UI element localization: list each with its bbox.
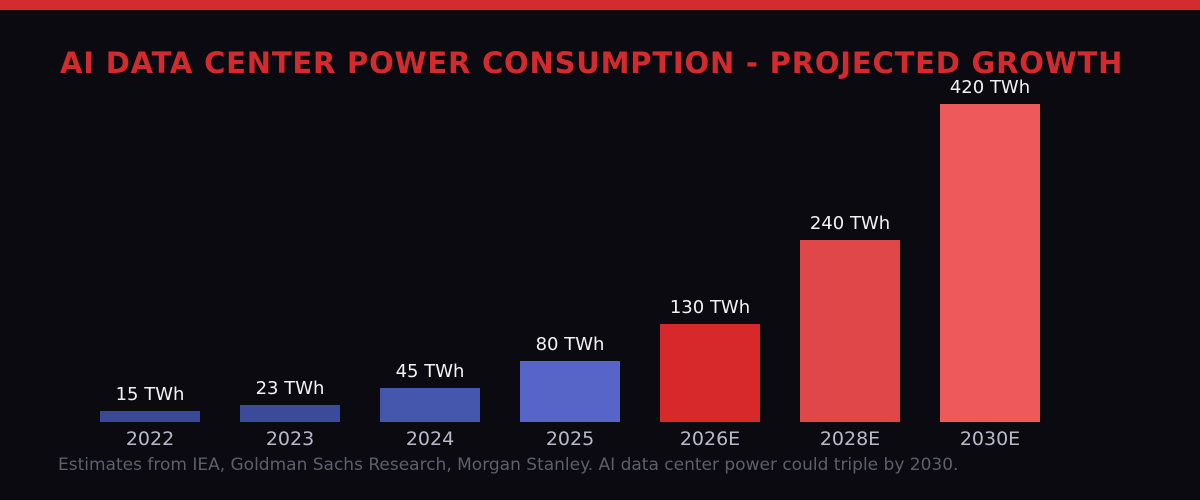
bar-column: 15 TWh 2022 [100, 384, 200, 450]
x-axis-label: 2022 [125, 428, 175, 450]
x-axis-label: 2024 [405, 428, 455, 450]
x-axis-label: 2028E [819, 428, 881, 450]
x-axis-label: 2026E [679, 428, 741, 450]
bar-column: 420 TWh 2030E [940, 77, 1040, 450]
bar [660, 324, 760, 422]
bar-column: 80 TWh 2025 [520, 334, 620, 450]
x-axis-label: 2030E [959, 428, 1021, 450]
bar-column: 240 TWh 2028E [800, 213, 900, 450]
bar-value-label: 80 TWh [535, 334, 605, 355]
bar [940, 104, 1040, 422]
page-title: AI DATA CENTER POWER CONSUMPTION - PROJE… [60, 46, 1124, 81]
bar [380, 388, 480, 422]
bar-chart: 15 TWh 2022 23 TWh 2023 45 TWh 2024 80 TWh 2025… [100, 76, 1040, 450]
bar-column: 130 TWh 2026E [660, 297, 760, 450]
top-accent-bar [0, 0, 1200, 10]
bar [240, 405, 340, 422]
x-axis-label: 2025 [545, 428, 595, 450]
bar-value-label: 420 TWh [949, 77, 1031, 98]
bar [100, 411, 200, 422]
source-note: Estimates from IEA, Goldman Sachs Resear… [58, 455, 959, 475]
bar-column: 23 TWh 2023 [240, 378, 340, 450]
bar-value-label: 15 TWh [115, 384, 185, 405]
bar-value-label: 240 TWh [809, 213, 891, 234]
bar-value-label: 130 TWh [669, 297, 751, 318]
bar-value-label: 45 TWh [395, 361, 465, 382]
bar-column: 45 TWh 2024 [380, 361, 480, 450]
bar-value-label: 23 TWh [255, 378, 325, 399]
x-axis-label: 2023 [265, 428, 315, 450]
bar [800, 240, 900, 422]
bar [520, 361, 620, 422]
